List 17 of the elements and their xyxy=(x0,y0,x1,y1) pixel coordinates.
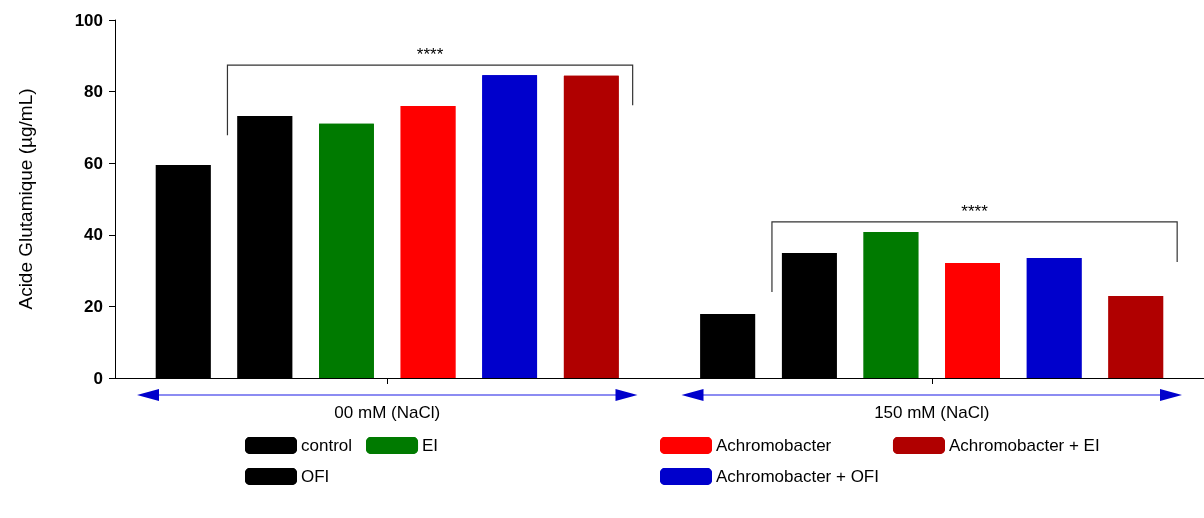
annotation: **** xyxy=(961,201,989,221)
legend-label: Achromobacter xyxy=(716,436,832,455)
y-tick-label: 80 xyxy=(84,82,103,102)
legend-label: control xyxy=(301,436,353,455)
legend-label: OFI xyxy=(301,467,330,486)
legend-label: Achromobacter + EI xyxy=(948,436,1100,455)
y-tick-label: 0 xyxy=(93,368,103,388)
x-tick-label: 00 mM (NaCl) xyxy=(334,403,441,422)
legend-label: Achromobacter + OFI xyxy=(716,467,879,486)
y-tick-label: 40 xyxy=(84,225,103,245)
y-tick-label: 100 xyxy=(74,10,103,30)
legend-label: EI xyxy=(422,436,439,455)
annotation: **** xyxy=(416,45,444,65)
x-tick-label: 150 mM (NaCl) xyxy=(874,403,990,422)
y-tick-label: 60 xyxy=(84,153,103,173)
y-axis-title: Acide Glutamique (µg/mL) xyxy=(15,88,36,310)
y-tick-label: 20 xyxy=(84,296,103,316)
